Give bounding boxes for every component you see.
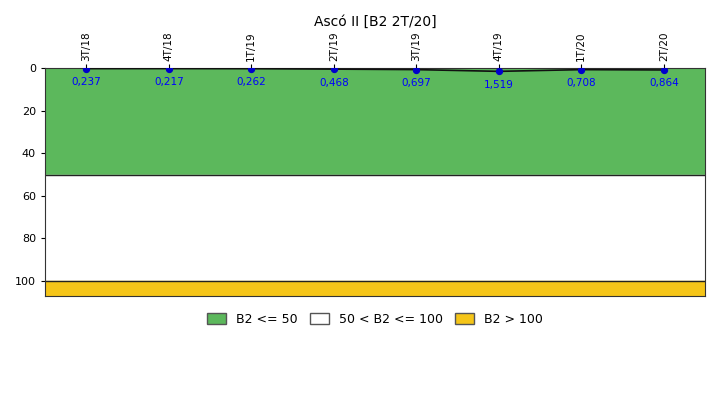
Text: 0,697: 0,697 xyxy=(401,78,431,88)
Bar xyxy=(45,281,705,296)
Text: 0,217: 0,217 xyxy=(154,77,184,87)
Text: 0,468: 0,468 xyxy=(319,78,348,88)
Point xyxy=(328,66,340,72)
Point xyxy=(410,66,422,73)
Bar xyxy=(45,174,705,281)
Text: 0,708: 0,708 xyxy=(567,78,596,88)
Point xyxy=(246,66,257,72)
Point xyxy=(493,68,505,74)
Point xyxy=(163,65,174,72)
Bar xyxy=(45,68,705,174)
Point xyxy=(658,67,670,73)
Point xyxy=(575,66,587,73)
Text: 1,519: 1,519 xyxy=(484,80,513,90)
Text: 0,262: 0,262 xyxy=(236,77,266,87)
Point xyxy=(81,66,92,72)
Text: 0,864: 0,864 xyxy=(649,78,679,88)
Title: Ascó II [B2 2T/20]: Ascó II [B2 2T/20] xyxy=(314,15,436,29)
Legend: B2 <= 50, 50 < B2 <= 100, B2 > 100: B2 <= 50, 50 < B2 <= 100, B2 > 100 xyxy=(202,308,548,330)
Text: 0,237: 0,237 xyxy=(71,77,101,87)
